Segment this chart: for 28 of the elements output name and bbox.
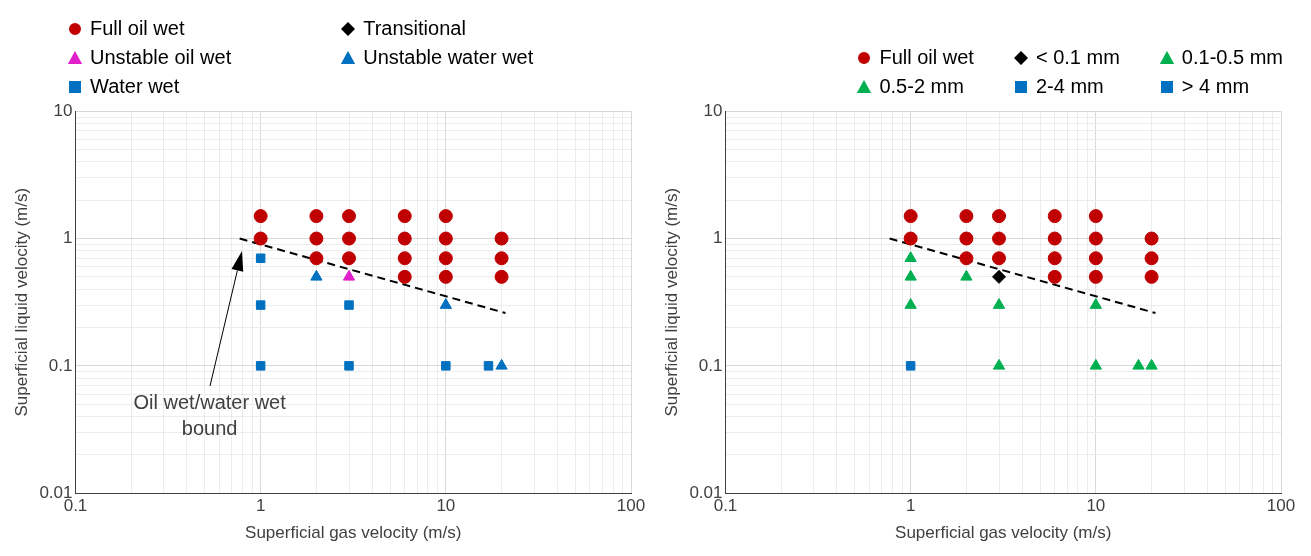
- x-axis-title: Superficial gas velocity (m/s): [245, 523, 462, 543]
- legend-label: Transitional: [363, 17, 466, 40]
- legend-label: Full oil wet: [879, 46, 974, 69]
- legend-label: Full oil wet: [90, 17, 185, 40]
- y-axis-title: Superficial liquid velocity (m/s): [11, 187, 31, 417]
- y-tick-label: 0.1: [48, 355, 73, 375]
- legend-label: 2-4 mm: [1035, 75, 1104, 98]
- x-tick-label: 1: [905, 496, 916, 516]
- legend-label: < 0.1 mm: [1035, 46, 1120, 69]
- legend-label: 0.5-2 mm: [879, 75, 964, 98]
- legend-label: 0.1-0.5 mm: [1181, 46, 1283, 69]
- legend-label: Unstable water wet: [363, 46, 534, 69]
- y-axis-title: Superficial liquid velocity (m/s): [661, 187, 681, 417]
- x-tick-label: 1: [255, 496, 266, 516]
- x-tick-label: 100: [616, 496, 646, 516]
- y-tick-label: 0.1: [698, 355, 723, 375]
- y-tick-label: 10: [703, 100, 723, 120]
- legend-label: Unstable oil wet: [90, 46, 232, 69]
- legend-label: Water wet: [90, 75, 180, 98]
- x-tick-label: 10: [436, 496, 456, 516]
- annotation: Oil wet/water wet bound: [133, 391, 287, 440]
- x-axis-title: Superficial gas velocity (m/s): [895, 523, 1112, 543]
- y-tick-label: 1: [713, 228, 723, 248]
- y-tick-label: 1: [63, 228, 73, 248]
- x-tick-label: 100: [1266, 496, 1296, 516]
- legend-label: > 4 mm: [1181, 75, 1250, 98]
- x-tick-label: 10: [1086, 496, 1106, 516]
- y-tick-label: 10: [53, 100, 73, 120]
